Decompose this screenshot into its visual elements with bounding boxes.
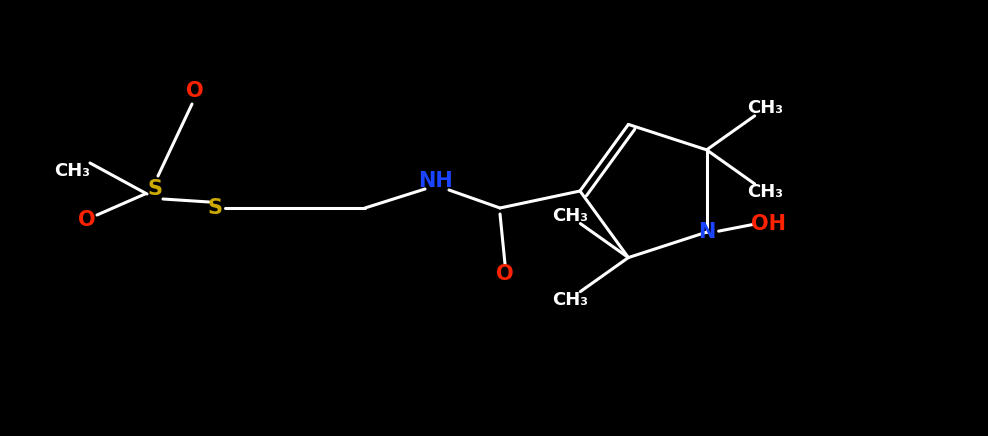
Text: S: S [207,198,222,218]
Text: CH₃: CH₃ [747,183,782,201]
Text: N: N [698,222,715,242]
Text: OH: OH [751,214,786,234]
Text: CH₃: CH₃ [552,290,589,309]
Text: NH: NH [418,171,453,191]
Text: O: O [78,210,96,230]
Text: O: O [496,264,514,284]
Text: CH₃: CH₃ [747,99,782,117]
Text: CH₃: CH₃ [552,207,589,225]
Text: S: S [147,179,162,199]
Text: CH₃: CH₃ [54,162,90,180]
Text: O: O [186,81,204,101]
